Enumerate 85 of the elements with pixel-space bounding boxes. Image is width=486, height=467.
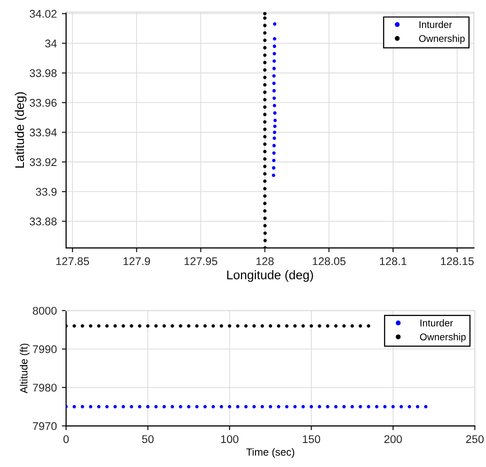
point xyxy=(263,186,267,190)
point xyxy=(263,142,267,146)
legend-label: Inturder xyxy=(420,20,452,28)
point xyxy=(272,37,276,41)
y-axis-title: Altitude (ft) xyxy=(20,344,30,394)
point xyxy=(263,120,267,124)
y-tick-label: 33.94 xyxy=(30,128,57,136)
x-tick-label: 0 xyxy=(63,435,69,444)
x-tick-label: 200 xyxy=(384,435,402,444)
y-tick-label: 33.96 xyxy=(30,98,57,107)
point xyxy=(273,111,277,115)
point xyxy=(263,216,267,220)
point xyxy=(272,174,276,177)
point xyxy=(263,150,267,154)
point xyxy=(263,24,267,28)
point xyxy=(272,52,276,56)
point xyxy=(263,164,267,168)
point xyxy=(272,151,276,155)
x-tick-label: 150 xyxy=(302,435,320,444)
x-tick-label: 100 xyxy=(221,435,238,444)
y-tick-label: 33.92 xyxy=(30,158,57,166)
point xyxy=(263,105,267,109)
x-tick-label: 128.15 xyxy=(441,257,474,266)
point xyxy=(263,238,267,242)
point xyxy=(263,112,267,116)
point xyxy=(263,68,267,72)
point xyxy=(263,53,267,57)
point xyxy=(272,44,276,48)
point xyxy=(272,89,276,92)
x-tick-label: 128.05 xyxy=(312,257,346,266)
x-tick-label: 250 xyxy=(466,435,484,444)
point xyxy=(263,128,267,132)
y-axis-title: Latitude (deg) xyxy=(14,92,26,168)
y-tick-label: 33.98 xyxy=(30,69,57,78)
point xyxy=(263,60,267,64)
point xyxy=(263,12,267,16)
x-tick-label: 127.95 xyxy=(184,257,218,266)
x-tick-label: 128.1 xyxy=(380,257,406,266)
point xyxy=(263,180,267,183)
y-tick-label: 33.9 xyxy=(36,188,57,196)
point xyxy=(263,231,267,235)
point xyxy=(272,96,276,100)
point xyxy=(272,82,276,86)
x-tick-label: 127.85 xyxy=(56,257,90,266)
x-axis-title: Time (sec) xyxy=(246,448,294,458)
y-tick-label: 33.88 xyxy=(30,218,57,226)
x-axis-title: Longitude (deg) xyxy=(227,270,313,282)
point xyxy=(263,83,267,87)
x-tick-label: 128 xyxy=(256,257,274,266)
point xyxy=(272,104,276,108)
y-tick-label: 34 xyxy=(45,40,57,48)
point xyxy=(263,135,267,138)
legend-label: Ownership xyxy=(419,34,465,44)
y-tick-label: 34.02 xyxy=(30,10,57,18)
point xyxy=(263,194,267,198)
point xyxy=(272,74,276,78)
point xyxy=(272,158,276,162)
point xyxy=(272,136,276,140)
legend-label: Inturder xyxy=(420,319,453,326)
point xyxy=(273,124,277,128)
point xyxy=(263,31,267,35)
legend-label: Ownership xyxy=(420,333,466,342)
point xyxy=(263,202,267,206)
point xyxy=(272,130,276,134)
point xyxy=(272,59,276,63)
point xyxy=(263,172,267,176)
point xyxy=(272,144,276,148)
point xyxy=(263,38,267,42)
y-tick-label: 7980 xyxy=(32,384,57,392)
y-tick-label: 7990 xyxy=(32,345,57,354)
point xyxy=(263,46,267,50)
point xyxy=(273,118,277,122)
y-tick-label: 7970 xyxy=(32,422,57,430)
point xyxy=(263,98,267,102)
point xyxy=(272,166,276,170)
point xyxy=(263,157,267,161)
point xyxy=(263,224,267,228)
y-tick-label: 8000 xyxy=(32,306,57,315)
x-tick-label: 127.9 xyxy=(124,257,150,266)
point xyxy=(263,76,267,80)
x-tick-label: 50 xyxy=(142,435,154,444)
point xyxy=(263,209,267,213)
point xyxy=(263,90,267,94)
point xyxy=(263,16,267,20)
point xyxy=(273,22,276,26)
